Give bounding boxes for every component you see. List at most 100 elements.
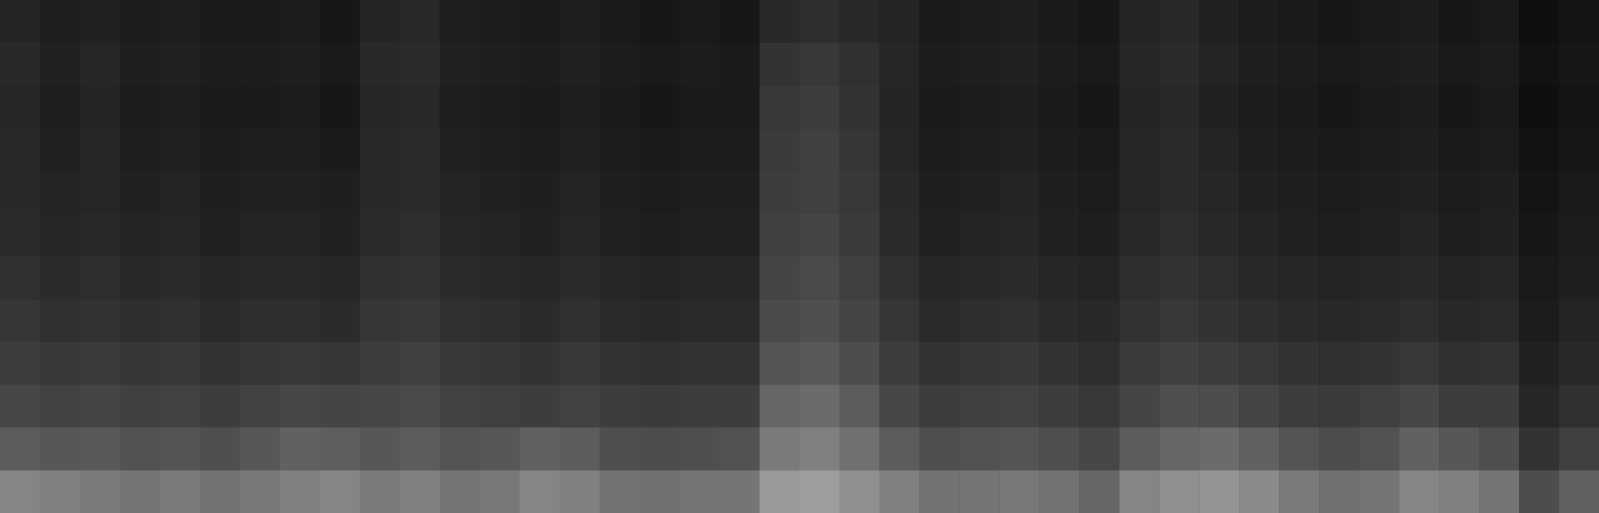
cell	[839, 0, 879, 43]
cell	[1319, 257, 1359, 300]
cell	[360, 470, 400, 513]
cell	[320, 171, 360, 214]
cell	[360, 428, 400, 471]
cell	[680, 43, 720, 86]
cell	[640, 257, 680, 300]
cell	[1119, 342, 1159, 385]
cell	[1079, 214, 1119, 257]
cell	[919, 385, 959, 428]
cell	[879, 299, 919, 342]
cell	[280, 470, 320, 513]
cell	[240, 0, 280, 43]
cell	[1079, 86, 1119, 129]
cell	[1039, 128, 1079, 171]
cell	[1119, 299, 1159, 342]
cell	[680, 0, 720, 43]
cell	[1399, 257, 1439, 300]
cell	[1079, 342, 1119, 385]
cell	[1079, 43, 1119, 86]
cell	[1479, 86, 1519, 129]
cell	[1279, 299, 1319, 342]
cell	[1479, 470, 1519, 513]
cell	[0, 299, 40, 342]
cell	[800, 0, 840, 43]
cell	[280, 86, 320, 129]
cell	[0, 257, 40, 300]
cell	[360, 342, 400, 385]
cell	[440, 299, 480, 342]
cell	[1079, 0, 1119, 43]
cell	[200, 257, 240, 300]
cell	[640, 299, 680, 342]
cell	[400, 128, 440, 171]
cell	[919, 214, 959, 257]
cell	[520, 257, 560, 300]
cell	[200, 128, 240, 171]
cell	[1519, 0, 1559, 43]
cell	[1359, 342, 1399, 385]
cell	[1159, 214, 1199, 257]
cell	[640, 470, 680, 513]
cell	[560, 128, 600, 171]
cell	[600, 86, 640, 129]
cell	[1399, 86, 1439, 129]
cell	[879, 128, 919, 171]
cell	[1439, 385, 1479, 428]
cell	[0, 214, 40, 257]
cell	[400, 171, 440, 214]
cell	[720, 385, 760, 428]
heatmap-cells	[0, 0, 1599, 513]
cell	[879, 43, 919, 86]
cell	[320, 342, 360, 385]
cell	[1239, 470, 1279, 513]
cell	[1559, 0, 1599, 43]
cell	[760, 299, 800, 342]
cell	[320, 470, 360, 513]
cell	[600, 43, 640, 86]
cell	[600, 257, 640, 300]
cell	[520, 385, 560, 428]
cell	[1359, 171, 1399, 214]
cell	[120, 428, 160, 471]
cell	[1399, 299, 1439, 342]
cell	[1119, 86, 1159, 129]
cell	[839, 86, 879, 129]
cell	[800, 128, 840, 171]
cell	[280, 128, 320, 171]
cell	[640, 0, 680, 43]
cell	[1559, 43, 1599, 86]
cell	[999, 385, 1039, 428]
cell	[1519, 86, 1559, 129]
cell	[520, 342, 560, 385]
cell	[440, 86, 480, 129]
cell	[760, 342, 800, 385]
cell	[1039, 385, 1079, 428]
cell	[280, 299, 320, 342]
cell	[760, 43, 800, 86]
cell	[400, 86, 440, 129]
cell	[919, 470, 959, 513]
cell	[320, 86, 360, 129]
cell	[1279, 214, 1319, 257]
cell	[680, 257, 720, 300]
cell	[839, 43, 879, 86]
cell	[280, 0, 320, 43]
cell	[1399, 0, 1439, 43]
cell	[1119, 128, 1159, 171]
cell	[40, 257, 80, 300]
cell	[1399, 385, 1439, 428]
cell	[919, 0, 959, 43]
cell	[1039, 43, 1079, 86]
cell	[999, 214, 1039, 257]
cell	[760, 214, 800, 257]
cell	[1359, 214, 1399, 257]
cell	[800, 385, 840, 428]
cell	[800, 86, 840, 129]
cell	[240, 428, 280, 471]
cell	[1279, 385, 1319, 428]
cell	[560, 299, 600, 342]
cell	[640, 342, 680, 385]
cell	[800, 43, 840, 86]
cell	[959, 428, 999, 471]
cell	[560, 428, 600, 471]
